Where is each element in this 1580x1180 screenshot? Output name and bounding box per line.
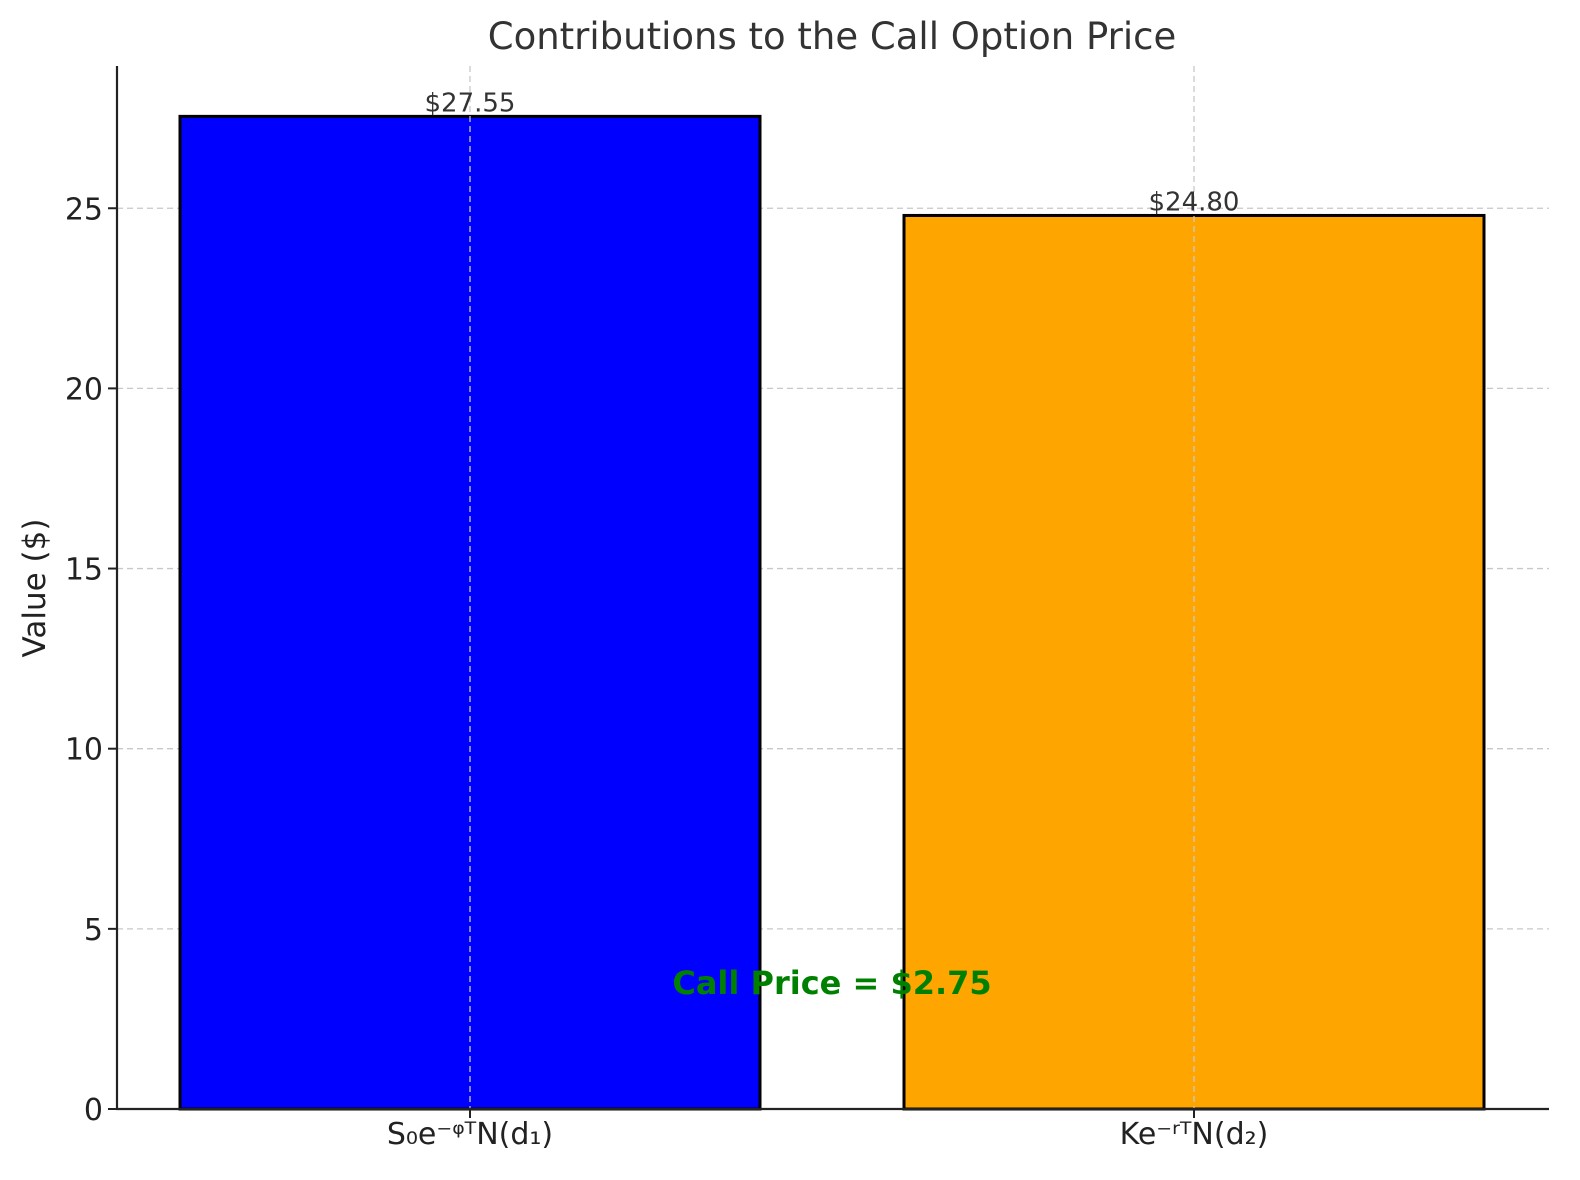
x-tick-label-0: S₀e⁻ᵠᵀN(d₁) — [387, 1117, 553, 1152]
y-tick-label-0: 0 — [84, 1093, 103, 1128]
y-tick-label-3: 15 — [65, 553, 103, 588]
call-price-annotation: Call Price = $2.75 — [672, 964, 991, 1002]
bar-value-label-1: $24.80 — [1149, 187, 1240, 217]
y-axis-label: Value ($) — [17, 519, 53, 658]
axes — [108, 66, 1549, 1118]
y-tick-label-2: 10 — [65, 733, 103, 768]
labels: 0 5 10 15 20 25 S₀e⁻ᵠᵀN(d₁) Ke⁻ʳᵀN(d₂) $27.55 $24… — [65, 88, 1269, 1152]
y-tick-label-4: 20 — [65, 372, 103, 407]
bars — [178, 66, 1486, 1111]
chart-title: Contributions to the Call Option Price — [488, 15, 1177, 58]
y-tick-label-1: 5 — [84, 913, 103, 948]
x-tick-label-1: Ke⁻ʳᵀN(d₂) — [1120, 1117, 1269, 1152]
bar-value-label-0: $27.55 — [425, 88, 516, 118]
y-tick-label-5: 25 — [65, 192, 103, 227]
